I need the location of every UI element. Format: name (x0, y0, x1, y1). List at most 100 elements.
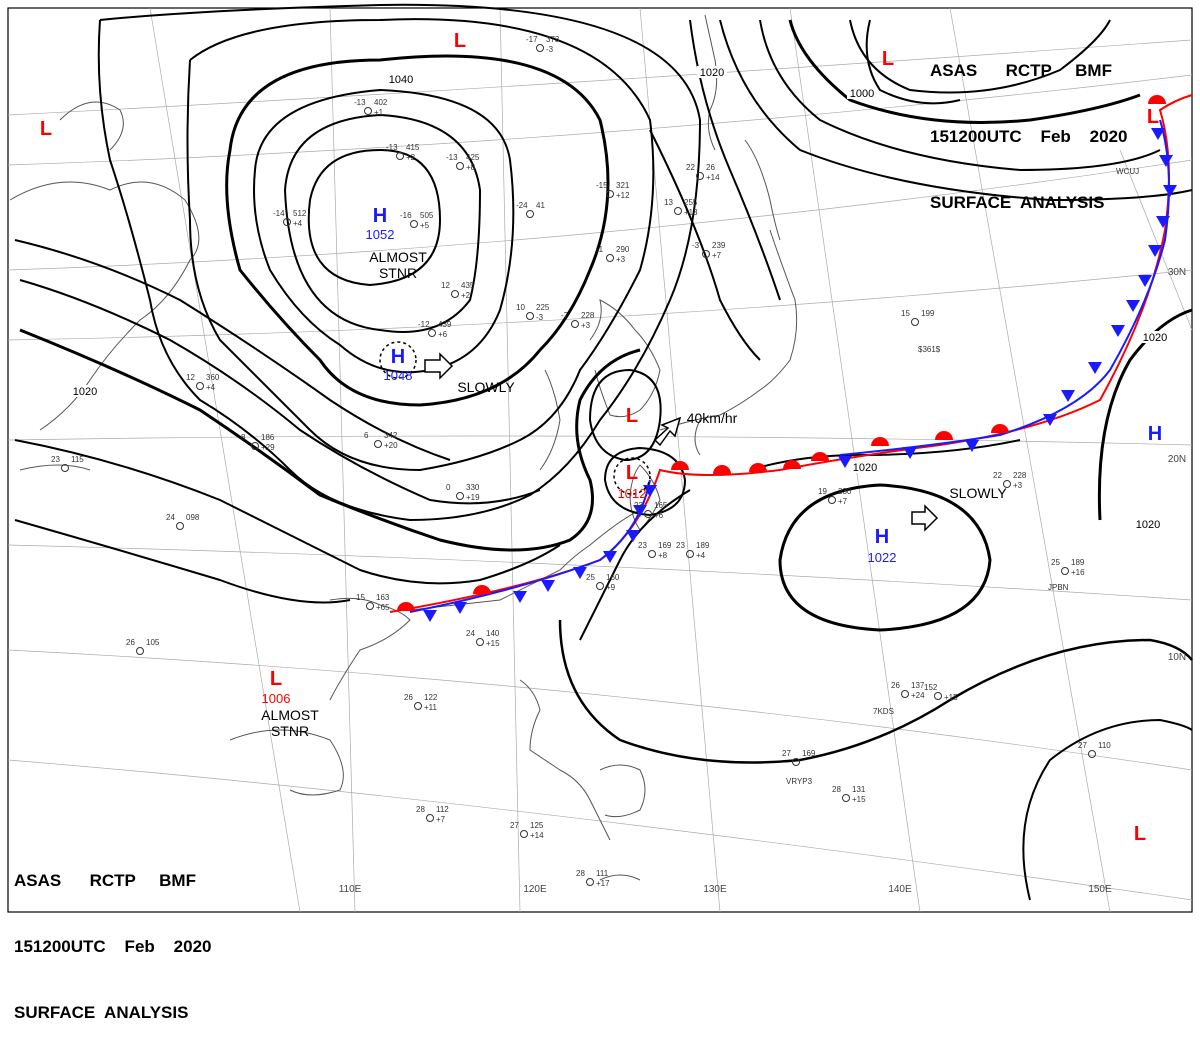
system-l-far-ne: L (1147, 106, 1159, 128)
station-circle (648, 550, 656, 558)
station-plot: 25 189+16 (1051, 558, 1085, 577)
cold-front-spike (626, 530, 640, 542)
system-letter: H (391, 346, 405, 368)
station-tendency: +2 (461, 291, 471, 300)
station-circle (702, 250, 710, 258)
station-tendency: +6 (438, 330, 448, 339)
system-pressure: 1048 (384, 368, 413, 383)
motion-arrows (424, 352, 939, 532)
station-circle (674, 207, 682, 215)
station-temp: -14 (273, 209, 285, 218)
station-plot: 24 098 (166, 513, 200, 530)
station-circle (1061, 567, 1069, 575)
station-pressure: 199 (921, 309, 935, 318)
cold-front-spike (423, 610, 437, 622)
station-tendency: +5 (420, 221, 430, 230)
station-id: VRYP3 (786, 777, 813, 786)
isobar-label-bg (1140, 331, 1170, 343)
station-circle (911, 318, 919, 326)
station-pressure: 110 (1098, 741, 1111, 750)
station-tendency: +4 (696, 551, 706, 560)
station-circle (526, 210, 534, 218)
station-plot: 28 112+7 (416, 805, 449, 824)
station-tendency: +24 (911, 691, 925, 700)
station-temp: 19 (818, 487, 827, 496)
station-tendency: +2 (406, 153, 416, 162)
station-pressure: 169 (658, 541, 672, 550)
station-plot: -13 425+8 (446, 153, 480, 172)
pressure-systems: H1052ALMOSTSTNRH1048SLOWLYH1022SLOWLYHL1… (40, 30, 1162, 845)
station-tendency: +8 (658, 551, 668, 560)
station-temp: 28 (416, 805, 425, 814)
station-temp: -1 (596, 245, 604, 254)
warm-front-bump (397, 602, 415, 611)
station-pressure: 165 (654, 501, 668, 510)
system-letter: L (40, 118, 52, 140)
station-plot: -16 505+5 (400, 211, 434, 230)
system-l-topright: L (882, 48, 894, 70)
station-pressure: 512 (293, 209, 307, 218)
station-temp: 24 (166, 513, 175, 522)
station-plot: 27 110 (1078, 741, 1111, 758)
station-tendency: +9 (606, 583, 616, 592)
station-tendency: +11 (424, 703, 438, 712)
station-pressure: 415 (406, 143, 420, 152)
station-circle (396, 152, 404, 160)
station-temp: 24 (466, 629, 475, 638)
station-plot: -3 239+7 (692, 241, 726, 260)
station-pressure: 230 (838, 487, 852, 496)
latitude-label: 30N (1168, 267, 1186, 278)
header-bottom: ASAS RCTP BMF 151200UTC Feb 2020 SURFACE… (14, 826, 212, 1046)
station-plot: 22 26+14 (686, 163, 720, 182)
isobar-label-bg (70, 385, 100, 397)
station-circle (828, 496, 836, 504)
station-temp: 22 (686, 163, 695, 172)
station-pressure: 189 (1071, 558, 1085, 567)
station-circle (792, 758, 800, 766)
station-plot: 23 169+8 (638, 541, 672, 560)
longitude-label: 150E (1088, 884, 1112, 895)
station-tendency: +7 (838, 497, 848, 506)
station-plot: 27 169 (782, 749, 816, 766)
station-circle (606, 190, 614, 198)
station-circle (686, 550, 694, 558)
station-plot: 28 111+17 (576, 869, 610, 888)
station-tendency: +12 (616, 191, 630, 200)
station-temp: 8 (241, 433, 246, 442)
station-temp: 28 (576, 869, 585, 878)
cold-front-spike (643, 485, 657, 497)
cold-front-spike (633, 505, 647, 517)
station-circle (696, 172, 704, 180)
cold-front-spike (1111, 325, 1125, 337)
isobar-label-bg (386, 73, 416, 85)
system-motion-note: 40km/hr (687, 410, 738, 426)
cold-front-spike (1043, 414, 1057, 426)
station-plot: 26 137+24 (891, 681, 925, 700)
station-plot: 25 160+9 (586, 573, 620, 592)
station-plot: 26 105 (126, 638, 160, 655)
station-temp: 26 (891, 681, 900, 690)
system-letter: L (1147, 106, 1159, 128)
station-plot: -14 512+4 (273, 209, 307, 228)
station-temp: -24 (516, 201, 528, 210)
station-pressure: 26 (706, 163, 715, 172)
station-tendency: +14 (530, 831, 544, 840)
station-tendency: +15 (486, 639, 500, 648)
header-line-1: ASAS RCTP BMF (14, 871, 196, 890)
system-pressure: 1006 (262, 691, 291, 706)
system-center-ring (379, 341, 417, 379)
station-pressure: 125 (530, 821, 544, 830)
station-tendency: +65 (376, 603, 390, 612)
isobar-label: 1020 (1136, 519, 1160, 531)
station-temp: 15 (356, 593, 365, 602)
cold-front-spike (603, 551, 617, 563)
station-tendency: +17 (596, 879, 610, 888)
station-tendency: +29 (261, 443, 275, 452)
system-h-east: H (1148, 423, 1162, 445)
station-circle (1003, 480, 1011, 488)
station-tendency: +7 (436, 815, 446, 824)
weather-map: H1052ALMOSTSTNRH1048SLOWLYH1022SLOWLYHL1… (7, 3, 1193, 913)
longitude-label: 140E (888, 884, 912, 895)
station-temp: 27 (510, 821, 519, 830)
header-line-2: 151200UTC Feb 2020 (930, 127, 1128, 146)
